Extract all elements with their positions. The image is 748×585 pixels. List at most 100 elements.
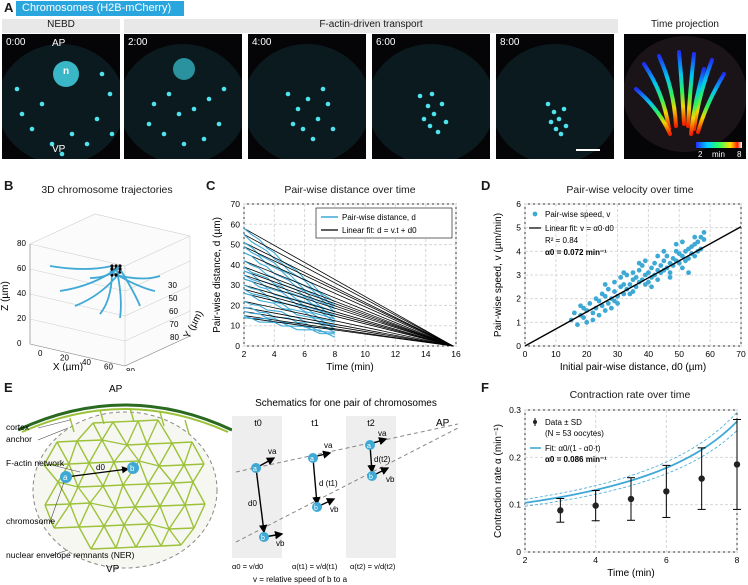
actin-filament bbox=[89, 502, 116, 509]
scatter-point bbox=[649, 284, 654, 290]
legend-alpha: α0 = 0.086 min⁻¹ bbox=[545, 455, 607, 464]
actin-filament bbox=[137, 420, 148, 445]
anchor-filament bbox=[159, 411, 165, 427]
scatter-point bbox=[605, 301, 611, 306]
y-tick-label: 0 bbox=[516, 547, 521, 557]
actin-filament bbox=[103, 524, 125, 527]
actin-filament bbox=[114, 484, 124, 509]
actin-filament bbox=[44, 481, 59, 506]
trajectory-line bbox=[99, 274, 113, 315]
schem-va-2: va bbox=[378, 429, 387, 438]
actin-filament bbox=[192, 481, 206, 505]
scatter-point bbox=[649, 265, 654, 271]
fit-line bbox=[243, 246, 454, 347]
velocity-chart: 0 10 20 30 40 50 60 70 0 1 2 3 4 5 6 Initial pair-wise … bbox=[493, 199, 746, 373]
fit-ci-upper bbox=[524, 412, 738, 500]
actin-filament bbox=[184, 503, 206, 506]
panel-d-title: Pair-wise velocity over time bbox=[566, 184, 694, 196]
distance-trace bbox=[243, 310, 335, 333]
b-ztick: 20 bbox=[17, 314, 26, 323]
y-tick-label: 0 bbox=[516, 341, 521, 351]
actin-filament bbox=[157, 419, 173, 444]
panel-letter-e: E bbox=[4, 380, 13, 395]
colorbar-max: 8 bbox=[737, 150, 742, 159]
x-tick-label: 4 bbox=[272, 349, 277, 359]
actin-filament bbox=[146, 419, 159, 445]
pair-t1-b: b bbox=[314, 505, 318, 512]
x-tick-label: 8 bbox=[332, 349, 337, 359]
fit-line bbox=[243, 300, 454, 347]
y-tick-label: 5 bbox=[516, 223, 521, 233]
legend-marker-speed bbox=[532, 211, 538, 217]
actin-filament bbox=[69, 486, 79, 505]
formula-t2: α(t2) = v/d(t2) bbox=[350, 562, 396, 571]
panel-letter-d: D bbox=[481, 178, 491, 193]
actin-filament bbox=[159, 482, 174, 507]
actin-filament bbox=[183, 441, 193, 466]
y-tick-label: 70 bbox=[231, 199, 241, 209]
actin-filament bbox=[148, 523, 170, 530]
micro-frame-2: 4:00 bbox=[248, 34, 366, 159]
scatter-point bbox=[658, 263, 664, 268]
schematic-footnote: v = relative speed of b to a bbox=[253, 575, 348, 584]
y-tick-label: 30 bbox=[231, 280, 241, 290]
cortex-ap-label: AP bbox=[109, 384, 123, 395]
actin-filament bbox=[78, 502, 91, 528]
b-xtick: 60 bbox=[104, 363, 113, 372]
actin-filament bbox=[158, 464, 185, 467]
stage-label-nebd: NEBD bbox=[2, 19, 120, 33]
actin-filament bbox=[134, 505, 161, 508]
actin-filament bbox=[113, 444, 128, 463]
fit-line bbox=[243, 288, 454, 347]
frame-time-2: 4:00 bbox=[252, 37, 272, 48]
anchor-filament bbox=[184, 419, 190, 435]
frame-time-3: 6:00 bbox=[376, 37, 396, 48]
actin-filament bbox=[78, 525, 105, 528]
anchor-filament bbox=[129, 407, 135, 423]
actin-filament bbox=[53, 503, 71, 529]
data-point bbox=[557, 507, 564, 514]
y-tick-label: 1 bbox=[516, 317, 521, 327]
scatter-point bbox=[686, 256, 691, 261]
actin-filament bbox=[138, 460, 160, 467]
actin-filament bbox=[76, 440, 90, 464]
y-tick-label: 4 bbox=[516, 246, 521, 256]
fit-line bbox=[243, 311, 454, 347]
y-tick-label: 6 bbox=[516, 199, 521, 209]
actin-filament bbox=[135, 545, 162, 548]
trajectory-end bbox=[110, 267, 114, 271]
frame-time-4: 8:00 bbox=[500, 37, 520, 48]
actin-filament bbox=[134, 483, 149, 508]
y-axis-label: Contraction rate α (min⁻¹) bbox=[493, 424, 504, 538]
legend-alpha: α0 = 0.072 min⁻¹ bbox=[545, 248, 607, 257]
y-tick-label: 40 bbox=[231, 260, 241, 270]
actin-filament bbox=[113, 461, 124, 486]
actin-filament bbox=[102, 485, 116, 509]
actin-filament bbox=[101, 439, 115, 463]
x-tick-label: 12 bbox=[391, 349, 401, 359]
b-ztick: 40 bbox=[17, 289, 26, 298]
actin-filament bbox=[180, 527, 195, 546]
scatter-point bbox=[701, 237, 707, 242]
legend-fit: Fit: α0/(1 - α0·t) bbox=[545, 444, 601, 453]
data-point bbox=[698, 475, 705, 482]
scatter-point bbox=[661, 258, 667, 264]
b-xtick: 20 bbox=[60, 354, 69, 363]
panel-letter-a: A bbox=[4, 0, 14, 15]
actin-filament bbox=[57, 481, 71, 505]
scatter-point bbox=[584, 319, 590, 325]
scatter-point bbox=[652, 260, 657, 266]
scatter-point bbox=[612, 289, 617, 294]
fit-line bbox=[524, 226, 742, 347]
y-tick-label: 50 bbox=[231, 240, 241, 250]
actin-filament bbox=[147, 483, 161, 507]
schem-va-1: va bbox=[324, 441, 333, 450]
scatter-point bbox=[596, 298, 602, 304]
scatter-point bbox=[642, 258, 648, 264]
contraction-chart: 2 4 6 8 0 0.1 0.2 0.3 Time (min) Contraction rate… bbox=[493, 405, 741, 579]
fit-line bbox=[243, 292, 454, 347]
fit-line bbox=[243, 252, 454, 347]
actin-filament bbox=[146, 443, 160, 467]
stage-label-transport: F-actin-driven transport bbox=[124, 19, 618, 33]
actin-filament bbox=[78, 526, 92, 550]
